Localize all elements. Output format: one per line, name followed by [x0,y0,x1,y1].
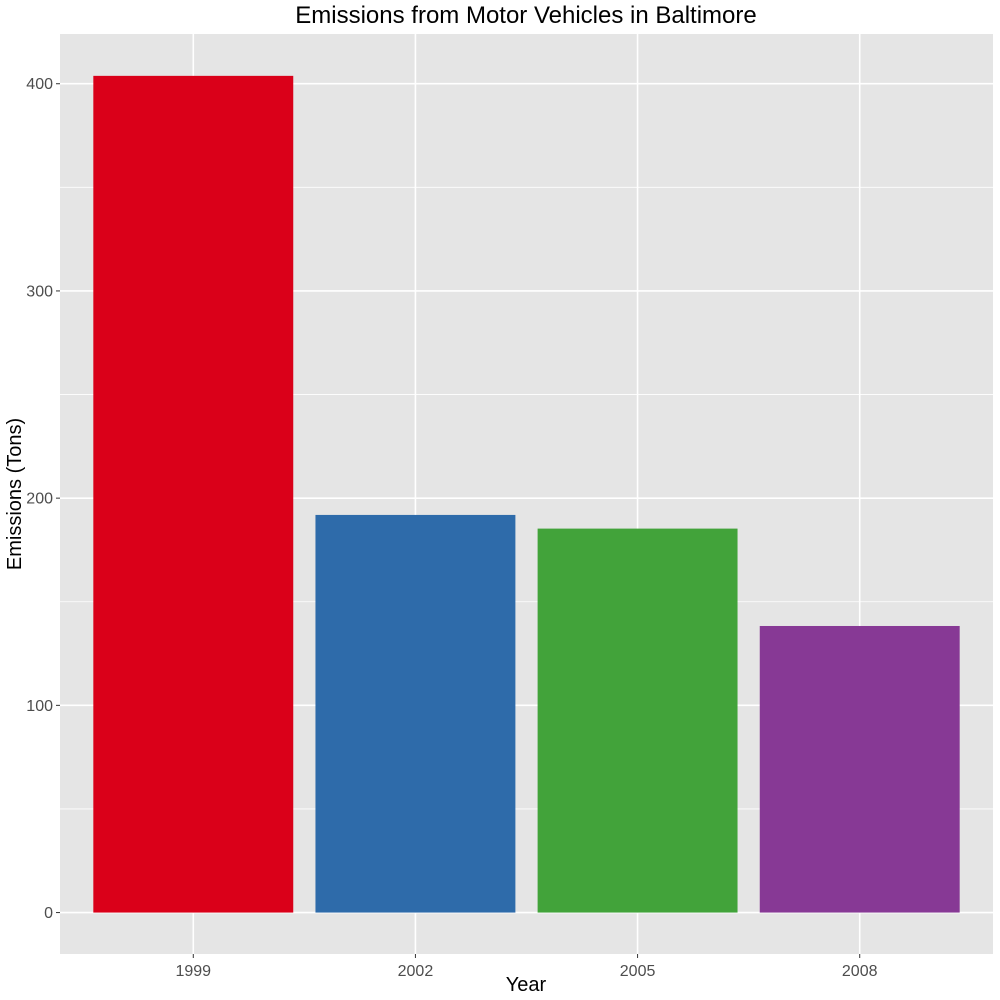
x-tick-label: 1999 [175,963,211,980]
x-axis-title: Year [506,974,547,996]
chart-title: Emissions from Motor Vehicles in Baltimo… [295,2,756,29]
x-tick-label: 2002 [398,963,434,980]
bar-2002 [315,514,516,913]
x-tick-label: 2005 [620,963,656,980]
y-axis-title: Emissions (Tons) [4,418,26,570]
y-axis-ticks: 0 100 200 300 400 [26,76,60,922]
y-tick-label: 200 [26,491,53,508]
y-tick-label: 100 [26,698,53,715]
bars [93,75,960,913]
x-axis-ticks: 1999 2002 2005 2008 [175,954,878,980]
bar-2005 [537,528,738,913]
y-tick-label: 400 [26,76,53,93]
bar-2008 [759,625,960,913]
y-tick-label: 300 [26,283,53,300]
x-tick-label: 2008 [842,963,878,980]
bar-1999 [93,75,294,913]
y-tick-label: 0 [44,905,53,922]
